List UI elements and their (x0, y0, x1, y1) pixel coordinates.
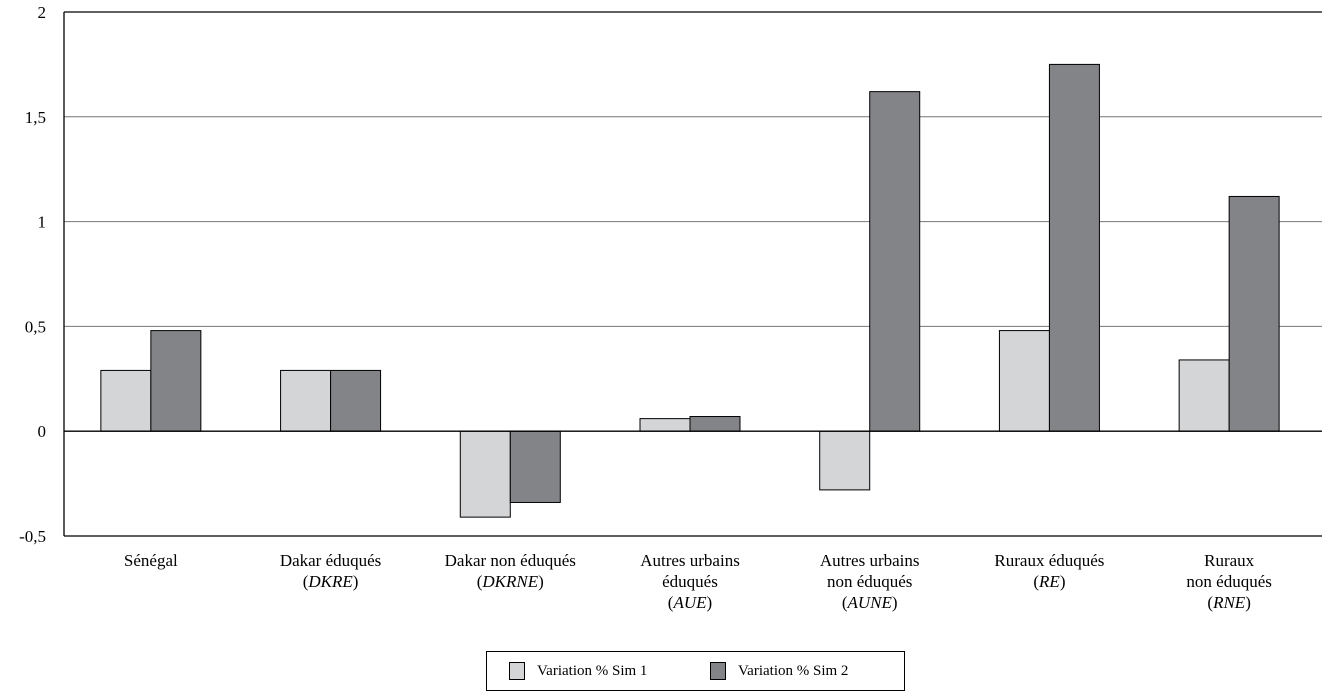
x-tick-label: Autres urbains éduqués (AUE) (640, 551, 740, 612)
y-tick-label: -0,5 (19, 527, 46, 546)
bar-sim1 (1178, 359, 1230, 432)
legend-item-sim1: Variation % Sim 1 (509, 661, 647, 681)
legend-item-sim2: Variation % Sim 2 (710, 661, 848, 681)
bar-sim2 (330, 369, 382, 432)
bar-sim2 (509, 430, 561, 503)
legend-swatch-sim2 (710, 662, 726, 680)
y-tick-label: 0,5 (25, 317, 46, 336)
bar-sim1 (100, 369, 152, 432)
x-tick-label: Dakar non éduqués (DKRNE) (444, 551, 576, 591)
y-tick-label: 1,5 (25, 108, 46, 127)
legend: Variation % Sim 1 Variation % Sim 2 (486, 651, 905, 691)
x-tick-label: Ruraux éduqués (RE) (994, 551, 1105, 591)
bar-sim1 (639, 418, 691, 432)
bar-sim1 (819, 430, 871, 491)
bar-sim1 (280, 369, 332, 432)
legend-label-sim2: Variation % Sim 2 (738, 662, 849, 679)
y-tick-label: 2 (38, 3, 47, 22)
legend-label-sim1: Variation % Sim 1 (537, 662, 648, 679)
x-tick-label: Autres urbains non éduqués (AUNE) (819, 551, 920, 612)
bar-sim1 (998, 330, 1050, 432)
bar-sim1 (459, 430, 511, 518)
bar-sim2 (150, 330, 202, 432)
x-tick-label: Dakar éduqués (DKRE) (279, 551, 382, 591)
legend-swatch-sim1 (509, 662, 525, 680)
bar-sim2 (869, 91, 921, 432)
bar-sim2 (1048, 63, 1100, 432)
bar-sim2 (1228, 195, 1280, 432)
bar-sim2 (689, 416, 741, 432)
y-tick-label: 0 (38, 422, 47, 441)
y-tick-label: 1 (38, 213, 47, 232)
x-tick-label: Sénégal (123, 551, 178, 570)
x-tick-label: Ruraux non éduqués (RNE) (1186, 551, 1272, 612)
